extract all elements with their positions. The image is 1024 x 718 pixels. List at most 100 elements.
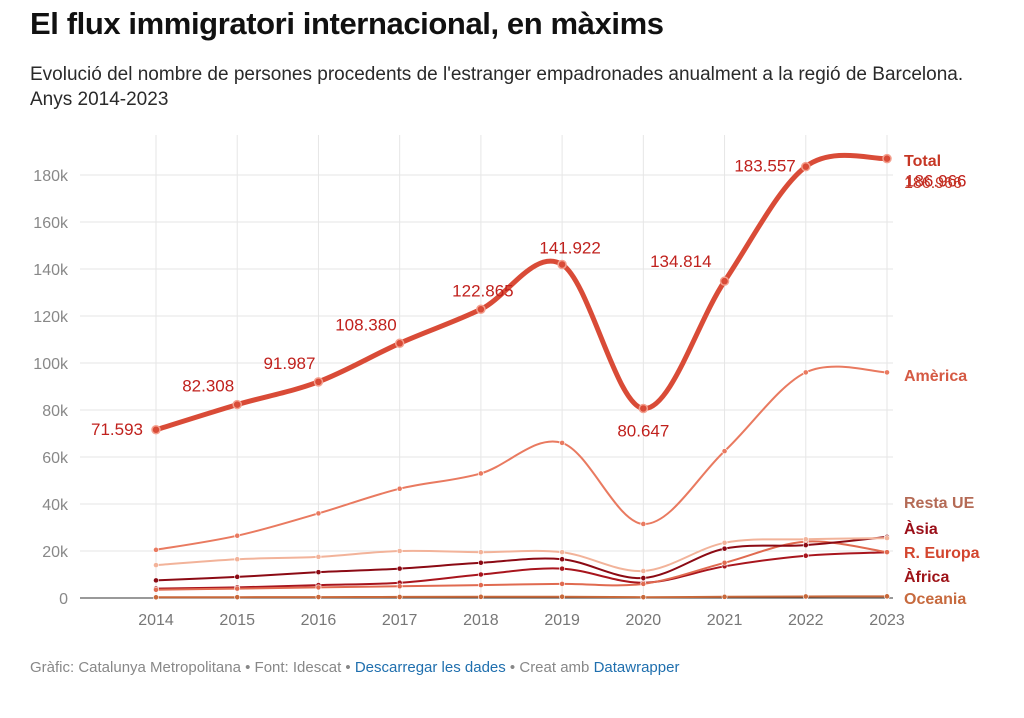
data-value-label: 71.593 (91, 420, 143, 439)
x-tick-label: 2019 (544, 612, 580, 629)
data-value-label: 134.814 (650, 252, 711, 271)
series-line (155, 535, 888, 582)
series-label: Àsia (904, 519, 938, 538)
series-label: Oceania (904, 591, 966, 608)
footer-source: Font: Idescat (254, 659, 342, 676)
x-tick-label: 2021 (707, 612, 743, 629)
series-label: Amèrica (904, 368, 967, 385)
data-point (557, 259, 567, 270)
y-tick-label: 160k (33, 215, 69, 232)
data-point (640, 581, 647, 587)
series-line (153, 152, 890, 433)
data-point (721, 559, 728, 566)
data-point (477, 582, 484, 588)
y-tick-label: 60k (42, 450, 69, 467)
series-line (155, 537, 888, 573)
series-r-europa (153, 538, 890, 593)
series-label: Àfrica (904, 567, 949, 586)
data-point (153, 546, 159, 553)
footer-separator: • (505, 659, 520, 676)
data-point (882, 153, 892, 164)
y-tick-label: 80k (42, 403, 69, 420)
series-label: R. Europa (904, 545, 980, 562)
x-tick-label: 2017 (382, 612, 418, 629)
data-point (719, 276, 730, 286)
footer-separator: • (341, 659, 355, 676)
data-point (153, 577, 159, 584)
data-point (884, 593, 890, 600)
data-point (476, 304, 486, 315)
data-point (477, 470, 484, 477)
data-point (640, 575, 647, 581)
x-tick-label: 2015 (219, 612, 255, 629)
x-tick-label: 2023 (869, 612, 905, 629)
data-point (559, 549, 566, 556)
data-point (721, 539, 728, 546)
data-point (638, 403, 649, 414)
data-point (315, 510, 322, 517)
series-labels: Oceania Àfrica R. Europa Àsia Resta UE Amèric… (904, 153, 980, 608)
data-point (559, 593, 566, 600)
series-resta-ue (153, 535, 890, 574)
data-point (234, 573, 241, 580)
data-point (477, 571, 484, 578)
data-point (394, 338, 405, 349)
series-line (155, 551, 888, 590)
footer-separator: • (240, 659, 255, 676)
data-point (232, 399, 242, 410)
data-point (234, 594, 241, 601)
data-point (315, 584, 322, 591)
data-point (153, 562, 159, 568)
data-value-label: 122.865 (452, 281, 513, 300)
x-tick-label: 2020 (626, 612, 662, 629)
series-line (155, 365, 888, 551)
footer-credit: Gràfic: Catalunya Metropolitana (30, 659, 241, 676)
data-point (315, 594, 322, 600)
data-point (721, 545, 728, 552)
data-point (884, 369, 890, 376)
series-line (155, 540, 888, 591)
data-point (802, 369, 809, 376)
series-lines (151, 152, 892, 601)
data-point (802, 552, 809, 559)
data-point (801, 161, 811, 172)
data-point (396, 485, 403, 492)
data-point (721, 593, 728, 600)
download-data-link[interactable]: Descarregar les dades (354, 659, 506, 676)
data-value-labels: 71.593 82.308 91.987 108.380 122.865 141.922 8… (91, 157, 966, 441)
x-tick-label: 2018 (463, 612, 499, 629)
x-axis-ticks: 2014 2015 2016 2017 2018 2019 2020 2021 2022 2023 (138, 612, 905, 629)
datawrapper-link[interactable]: Datawrapper (593, 659, 680, 676)
data-point (721, 448, 728, 455)
footer-created-with: Creat amb (519, 659, 594, 676)
y-tick-label: 40k (42, 497, 69, 514)
data-point (559, 439, 566, 446)
data-value-label: 82.308 (182, 377, 234, 396)
data-point (802, 542, 809, 549)
data-point (477, 559, 484, 566)
series-total (151, 152, 892, 435)
series-label: Resta UE (904, 495, 975, 512)
y-tick-label: 100k (33, 356, 69, 373)
series-label: Total (904, 153, 941, 170)
data-point (559, 565, 566, 572)
y-axis-ticks: 0 20k 40k 60k 80k 100k 120k 140k 160k 180k (33, 168, 69, 608)
data-value-label: 108.380 (335, 315, 396, 334)
data-point (313, 377, 324, 387)
data-value-label: 91.987 (263, 354, 315, 373)
data-point (315, 553, 322, 560)
data-point (640, 594, 647, 601)
data-point (884, 535, 890, 541)
data-point (640, 568, 647, 574)
y-tick-label: 120k (33, 309, 69, 326)
data-point (151, 425, 161, 435)
total-end-value-label: 186.966 (904, 175, 962, 192)
data-point (396, 583, 403, 590)
data-point (559, 556, 566, 563)
data-point (315, 569, 322, 576)
data-point (396, 565, 403, 572)
y-tick-label: 140k (33, 262, 69, 279)
data-value-label: 80.647 (617, 421, 669, 440)
data-point (153, 594, 159, 601)
